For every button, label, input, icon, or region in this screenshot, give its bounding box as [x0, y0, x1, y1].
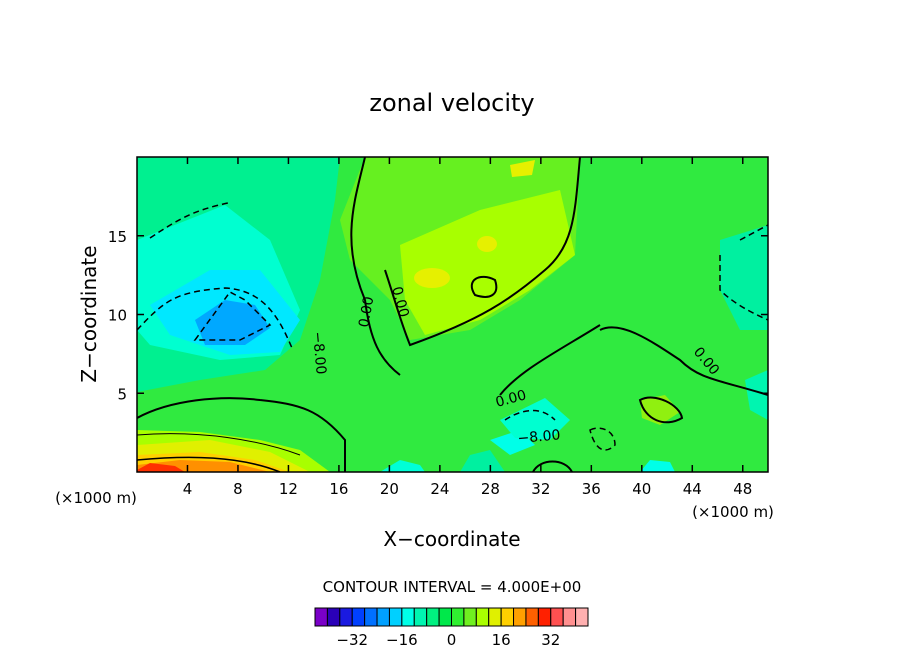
- colorbar-swatch: [401, 607, 415, 627]
- contour-label: 0.00: [356, 295, 377, 328]
- x-tick-label: 12: [279, 480, 298, 498]
- contour-fill-field: [137, 157, 768, 472]
- colorbar-tick-label: −16: [386, 631, 418, 649]
- colorbar-swatch: [376, 607, 390, 627]
- x-tick-label: 24: [430, 480, 449, 498]
- x-unit-left: (×1000 m): [55, 489, 137, 507]
- colorbar-swatch: [550, 607, 564, 627]
- colorbar-tick-label: 16: [492, 631, 511, 649]
- colorbar-swatch: [314, 607, 328, 627]
- contour-label: 0.00: [388, 285, 412, 319]
- contour-interval-text: CONTOUR INTERVAL = 4.000E+00: [323, 578, 582, 596]
- colorbar-swatch: [438, 607, 453, 627]
- y-tick-label: 5: [117, 385, 127, 403]
- x-axis-ticks: 4 8 12 16 20 24 28 32 36 40 44 48: [183, 157, 752, 498]
- contour-label: −8.00: [517, 427, 561, 447]
- x-tick-label: 20: [380, 480, 399, 498]
- colorbar-tick-label: −32: [336, 631, 368, 649]
- colorbar-swatch: [451, 607, 465, 627]
- colorbar: [314, 607, 589, 627]
- colorbar-swatch: [413, 607, 428, 627]
- x-tick-label: 44: [683, 480, 702, 498]
- colorbar-swatch: [562, 607, 577, 627]
- x-tick-label: 28: [481, 480, 500, 498]
- colorbar-swatch: [426, 607, 440, 627]
- contour-lines: [137, 157, 768, 472]
- colorbar-swatch: [351, 607, 366, 627]
- x-tick-label: 40: [632, 480, 651, 498]
- contour-label: 0.00: [494, 387, 528, 411]
- x-tick-label: 36: [582, 480, 601, 498]
- colorbar-ticks: −32 −16 0 16 32: [336, 631, 560, 649]
- x-tick-label: 32: [531, 480, 550, 498]
- colorbar-swatch: [525, 607, 539, 627]
- colorbar-swatch: [388, 607, 403, 627]
- x-tick-label: 48: [733, 480, 752, 498]
- y-tick-label: 10: [108, 307, 127, 325]
- colorbar-swatch: [575, 607, 589, 627]
- colorbar-swatch: [326, 607, 341, 627]
- colorbar-swatch: [364, 607, 378, 627]
- colorbar-swatch: [463, 607, 477, 627]
- y-tick-label: 15: [108, 228, 127, 246]
- x-axis-title: X−coordinate: [383, 527, 520, 551]
- colorbar-swatch: [488, 607, 502, 627]
- colorbar-swatch: [500, 607, 515, 627]
- colorbar-swatch: [475, 607, 490, 627]
- x-tick-label: 8: [233, 480, 243, 498]
- x-tick-label: 4: [183, 480, 193, 498]
- colorbar-swatch: [513, 607, 527, 627]
- colorbar-swatch: [339, 607, 353, 627]
- x-unit-right: (×1000 m): [692, 503, 774, 521]
- y-axis-ticks: 5 10 15: [108, 228, 768, 403]
- colorbar-tick-label: 0: [447, 631, 457, 649]
- colorbar-swatch: [537, 607, 552, 627]
- x-tick-label: 16: [329, 480, 348, 498]
- contour-label: −8.00: [309, 331, 329, 375]
- colorbar-tick-label: 32: [541, 631, 560, 649]
- y-axis-title: Z−coordinate: [77, 245, 101, 382]
- chart-title: zonal velocity: [369, 89, 534, 117]
